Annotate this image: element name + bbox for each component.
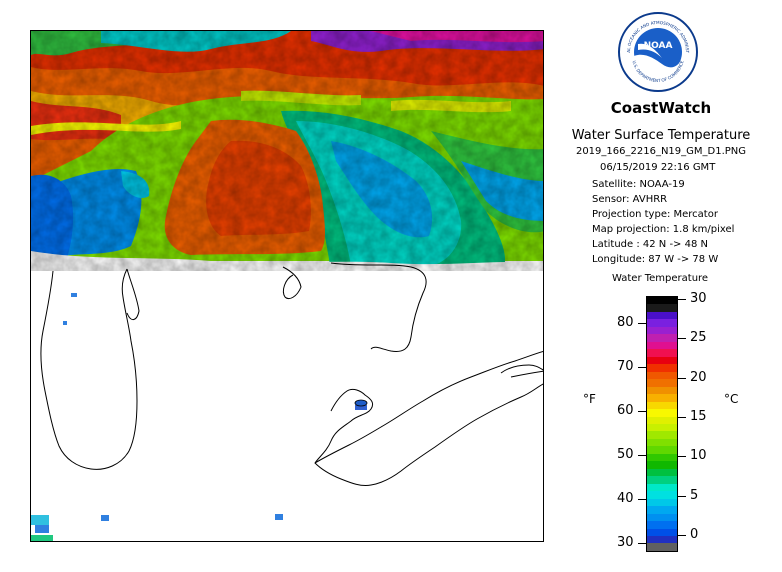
colorbar-segment [647,543,677,551]
legend-title: Water Temperature [612,273,709,284]
colorbar-segment [647,483,677,492]
tick-label-f: 30 [617,535,634,550]
sensor: Sensor: AVHRR [592,194,668,205]
colorbar-segment [647,394,677,402]
tick-c [678,535,686,536]
tick-label-c: 15 [690,409,707,424]
sst-speckles [31,293,367,541]
product-subtitle: Water Surface Temperature [571,128,751,143]
colorbar-segment [647,334,677,342]
tick-label-c: 25 [690,330,707,346]
colorbar-segment [647,438,677,447]
colorbar-segment [647,401,677,410]
datetime: 06/15/2019 22:16 GMT [600,162,716,173]
colorbar-segment [647,498,677,507]
colorbar-segment [647,491,677,499]
colorbar-segment [647,536,677,544]
tick-f [638,499,646,500]
satellite: Satellite: NOAA-19 [592,179,685,190]
tick-f [638,367,646,368]
tick-label-f: 70 [617,359,634,374]
tick-c [678,417,686,418]
tick-f [638,455,646,456]
colorbar-segment [647,521,677,529]
colorbar-segment [647,431,677,439]
colorbar-segment [647,341,677,350]
sst-map-image [31,31,543,541]
colorbar-segment [647,379,677,387]
colorbar-segment [647,416,677,424]
colorbar-segment [647,319,677,327]
colorbar-segment [647,453,677,462]
tick-label-c: 20 [690,369,707,385]
colorbar-segment [647,356,677,365]
map-projection: Map projection: 1.8 km/pixel [592,224,735,235]
tick-label-f: 40 [617,491,634,506]
tick-f [638,411,646,412]
colorbar-segment [647,423,677,432]
tick-c [678,456,686,458]
colorbar-segment [647,506,677,514]
tick-label-c: 5 [690,487,699,503]
tick-c [678,495,686,497]
small-lake [354,399,368,407]
noaa-logo: NOAA NATIONAL OCEANIC AND ATMOSPHERIC AD… [618,12,698,92]
tick-label-f: 60 [617,403,634,418]
tick-label-f: 80 [617,315,634,330]
tick-label-c: 10 [690,448,707,464]
colorbar-segment [647,513,677,522]
tick-label-f: 50 [617,447,634,462]
tick-label-c: 30 [690,291,707,306]
colorbar-segment [647,297,677,305]
logo-center-text: NOAA [644,41,673,51]
colorbar-segment [647,326,677,335]
tick-f [638,323,646,324]
colorbar-segment [647,371,677,380]
longitude-range: Longitude: 87 W -> 78 W [592,254,719,265]
tick-c [678,377,686,379]
colorbar-segment [647,304,677,312]
tick-c [678,299,686,300]
sst-map [30,30,544,542]
unit-fahrenheit: °F [583,392,596,406]
latitude-range: Latitude : 42 N -> 48 N [592,239,708,250]
colorbar-segment [647,528,677,536]
projection-type: Projection type: Mercator [592,209,718,220]
image-filename: 2019_166_2216_N19_GM_D1.PNG [575,146,747,157]
colorbar-segment [647,349,677,357]
colorbar-segment [647,386,677,395]
colorbar-segment [647,468,677,477]
unit-celsius: °C [724,392,739,406]
colorbar-segment [647,476,677,484]
colorbar-segment [647,446,677,454]
colorbar-segment [647,409,677,417]
tick-label-c: 0 [690,527,699,542]
app-title: CoastWatch [610,99,712,117]
sst-field [31,31,543,271]
colorbar-segment [647,311,677,320]
tick-c [678,338,686,340]
temperature-colorbar [646,296,678,552]
tick-f [638,543,646,544]
coastlines [40,262,543,486]
colorbar-segment [647,461,677,469]
colorbar-segment [647,364,677,372]
